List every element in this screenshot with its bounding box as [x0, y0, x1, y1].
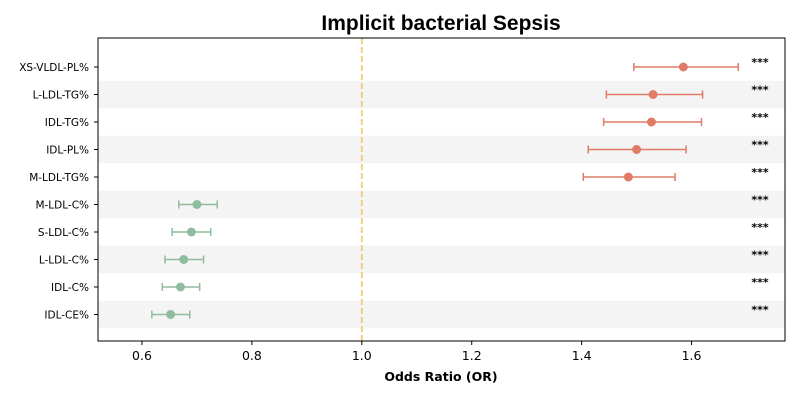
point-estimate [623, 172, 633, 182]
significance-label: *** [751, 111, 769, 124]
estimate-row: *** [171, 221, 769, 237]
y-tick-label: S-LDL-C% [38, 227, 89, 239]
data-marks: *** *** *** *** *** *** *** *** *** *** [151, 56, 769, 319]
x-axis-label: Odds Ratio (OR) [384, 369, 497, 384]
row-band [98, 300, 785, 329]
estimate-row: *** [582, 166, 769, 182]
y-tick-label: IDL-TG% [45, 117, 89, 129]
point-estimate [186, 227, 196, 237]
estimate-row: *** [151, 304, 769, 319]
point-estimate [648, 90, 658, 99]
y-tick-label: IDL-CE% [44, 310, 89, 322]
estimate-row: *** [164, 249, 769, 264]
x-tick-label: 1.4 [572, 348, 592, 363]
x-tick-label: 1.2 [462, 348, 482, 363]
y-axis: XS-VLDL-PL% L-LDL-TG% IDL-TG% IDL-PL% M-LDL-… [19, 62, 98, 322]
y-tick-label: M-LDL-C% [35, 200, 89, 212]
y-tick-label: L-LDL-TG% [33, 90, 89, 102]
chart-title: Implicit bacterial Sepsis [321, 12, 560, 35]
estimate-row: *** [605, 84, 769, 99]
x-tick-label: 0.6 [132, 348, 152, 363]
y-tick-label: IDL-C% [51, 282, 89, 294]
significance-label: *** [751, 221, 769, 234]
x-tick-label: 0.8 [242, 348, 262, 363]
point-estimate [678, 62, 688, 72]
significance-label: *** [751, 304, 769, 317]
point-estimate [632, 145, 642, 154]
x-tick-label: 1.0 [352, 348, 372, 363]
significance-label: *** [751, 166, 769, 179]
y-tick-label: M-LDL-TG% [29, 172, 89, 184]
point-estimate [179, 255, 189, 264]
point-estimate [175, 282, 185, 292]
y-tick-label: L-LDL-C% [39, 255, 89, 267]
significance-label: *** [751, 276, 769, 289]
estimate-row: *** [633, 56, 769, 72]
y-tick-label: IDL-PL% [46, 145, 89, 157]
significance-label: *** [751, 139, 769, 152]
significance-label: *** [751, 56, 769, 69]
x-axis: 0.6 0.8 1.0 1.2 1.4 1.6 [132, 341, 702, 363]
plot-frame [97, 37, 786, 342]
row-band [98, 245, 785, 274]
significance-label: *** [751, 194, 769, 207]
point-estimate [192, 200, 202, 209]
point-estimate [646, 117, 656, 127]
significance-label: *** [751, 249, 769, 262]
y-tick-label: XS-VLDL-PL% [19, 62, 89, 74]
estimate-row: *** [178, 194, 769, 209]
estimate-row: *** [602, 111, 769, 127]
point-estimate [166, 310, 176, 319]
significance-label: *** [751, 84, 769, 97]
estimate-row: *** [587, 139, 769, 154]
estimate-row: *** [161, 276, 769, 292]
x-tick-label: 1.6 [682, 348, 702, 363]
